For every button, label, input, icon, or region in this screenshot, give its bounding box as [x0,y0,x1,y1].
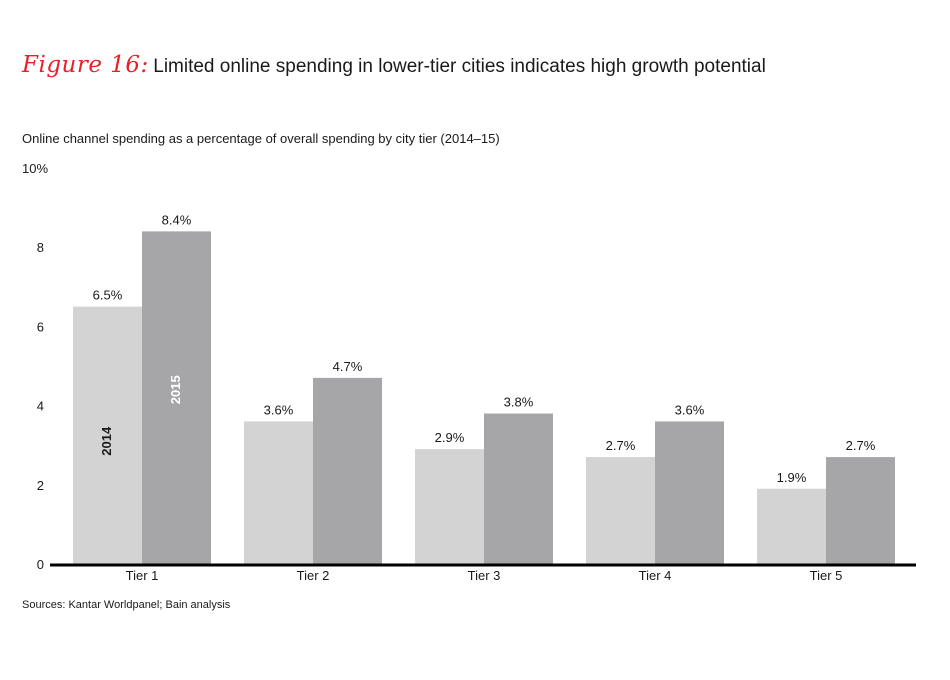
bar-2015-tier-5 [826,457,895,564]
figure-label: Figure 16: [22,52,149,78]
bar-2014-tier-5 [757,488,826,564]
y-tick-label-10: 10% [22,161,48,176]
data-label-2014-tier-3: 2.9% [435,430,465,445]
data-label-2015-tier-2: 4.7% [333,359,363,374]
source-note: Sources: Kantar Worldpanel; Bain analysi… [22,599,231,611]
data-label-2015-tier-3: 3.8% [504,395,534,410]
figure-title: Limited online spending in lower-tier ci… [153,56,766,77]
category-label-tier-5: Tier 5 [810,568,843,583]
bar-2014-tier-1 [73,306,142,564]
data-label-2014-tier-5: 1.9% [777,470,807,485]
bar-2014-tier-2 [244,421,313,564]
bar-2015-tier-1 [142,231,211,565]
bar-2015-tier-2 [313,377,382,564]
series-label-2014: 2014 [99,426,114,456]
data-label-2015-tier-1: 8.4% [162,212,192,227]
bar-2014-tier-3 [415,449,484,564]
y-tick-label-2: 2 [37,478,44,493]
y-tick-label-8: 8 [37,240,44,255]
y-tick-label-4: 4 [37,399,44,414]
category-label-tier-3: Tier 3 [468,568,501,583]
category-label-tier-4: Tier 4 [639,568,672,583]
data-label-2015-tier-4: 3.6% [675,402,705,417]
category-label-tier-2: Tier 2 [297,568,330,583]
bar-2015-tier-3 [484,413,553,564]
category-label-tier-1: Tier 1 [126,568,159,583]
data-label-2014-tier-4: 2.7% [606,438,636,453]
bar-2015-tier-4 [655,421,724,564]
data-label-2014-tier-1: 6.5% [93,288,123,303]
chart-subtitle: Online channel spending as a percentage … [22,131,500,146]
y-tick-label-0: 0 [37,557,44,572]
series-label-2015: 2015 [168,375,183,404]
data-label-2014-tier-2: 3.6% [264,402,294,417]
figure-header: Figure 16: Limited online spending in lo… [22,52,766,78]
data-label-2015-tier-5: 2.7% [846,438,876,453]
bar-2014-tier-4 [586,457,655,564]
y-tick-label-6: 6 [37,319,44,334]
